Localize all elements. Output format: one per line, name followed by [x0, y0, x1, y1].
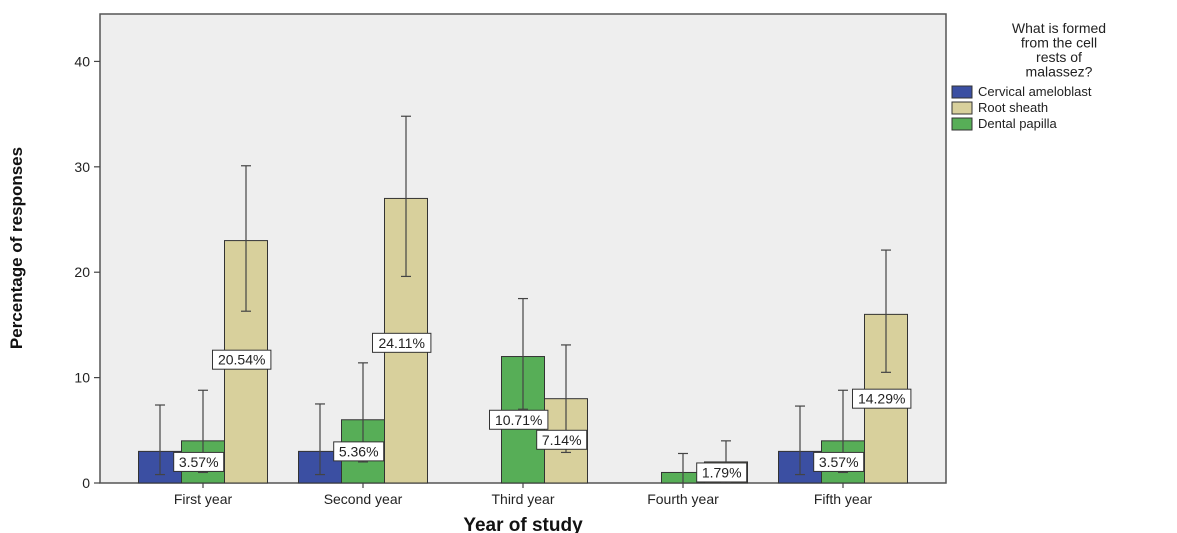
y-tick-label: 30: [74, 159, 90, 175]
data-label: 14.29%: [852, 388, 912, 409]
legend-swatch: [951, 101, 973, 115]
x-axis-title: Year of study: [463, 515, 583, 533]
data-label: 7.14%: [536, 429, 588, 450]
data-label-text: 24.11%: [378, 335, 424, 351]
y-tick-label: 10: [74, 370, 90, 386]
x-tick-label: Second year: [324, 491, 403, 507]
error-bar-root-sheath-fifth-year: [881, 249, 891, 373]
x-tick-label: Third year: [491, 491, 554, 507]
data-label: 24.11%: [372, 332, 432, 353]
data-label-text: 1.79%: [702, 464, 742, 480]
data-label-text: 7.14%: [542, 432, 582, 448]
data-label-text: 20.54%: [218, 352, 265, 368]
legend-swatch: [951, 117, 973, 131]
error-bar-cervical-ameloblast-fifth-year: [795, 405, 805, 476]
x-tick-label: First year: [174, 491, 233, 507]
x-tick-label: Fourth year: [647, 491, 719, 507]
legend-item-dental-papilla: Dental papilla: [951, 116, 1058, 131]
data-label: 1.79%: [696, 462, 748, 483]
data-label-text: 3.57%: [179, 454, 219, 470]
error-bar-cervical-ameloblast-second-year: [315, 403, 325, 476]
legend-label: Root sheath: [978, 100, 1048, 115]
data-label: 3.57%: [173, 451, 225, 472]
y-tick-label: 40: [74, 53, 90, 69]
error-bar-root-sheath-second-year: [401, 115, 411, 278]
data-label: 10.71%: [489, 409, 549, 430]
legend-title-line: malassez?: [1026, 64, 1093, 80]
data-label-text: 3.57%: [819, 454, 859, 470]
y-tick-label: 0: [82, 475, 90, 491]
legend-label: Cervical ameloblast: [978, 84, 1092, 99]
data-label: 5.36%: [333, 441, 385, 462]
data-label-text: 5.36%: [339, 443, 379, 459]
legend-title-line: from the cell: [1021, 35, 1097, 51]
legend-title-line: What is formed: [1012, 20, 1106, 36]
data-label: 3.57%: [813, 451, 865, 472]
data-labels-layer: 3.57% 20.54% 5.36% 24.11% 10.71%7.14% 1.79% 3.…: [173, 332, 912, 483]
error-bars-layer: [155, 115, 891, 484]
data-label-text: 10.71%: [495, 412, 542, 428]
x-tick-label: Fifth year: [814, 491, 873, 507]
legend-label: Dental papilla: [978, 116, 1058, 131]
error-bar-cervical-ameloblast-first-year: [155, 404, 165, 476]
data-label: 20.54%: [212, 349, 272, 370]
y-axis-title: Percentage of responses: [7, 147, 26, 349]
error-bar-root-sheath-first-year: [241, 165, 251, 312]
legend-title-line: rests of: [1036, 49, 1082, 65]
legend-swatch: [951, 85, 973, 99]
x-axis: First year Second year Third year Fourth ye…: [174, 483, 873, 507]
data-label-text: 14.29%: [858, 391, 905, 407]
legend-item-root-sheath: Root sheath: [951, 100, 1048, 115]
legend-item-cervical-ameloblast: Cervical ameloblast: [951, 84, 1092, 99]
y-tick-label: 20: [74, 264, 90, 280]
error-bar-dental-papilla-third-year: [518, 297, 528, 410]
y-axis: 0 10 20 30 40: [74, 53, 100, 491]
